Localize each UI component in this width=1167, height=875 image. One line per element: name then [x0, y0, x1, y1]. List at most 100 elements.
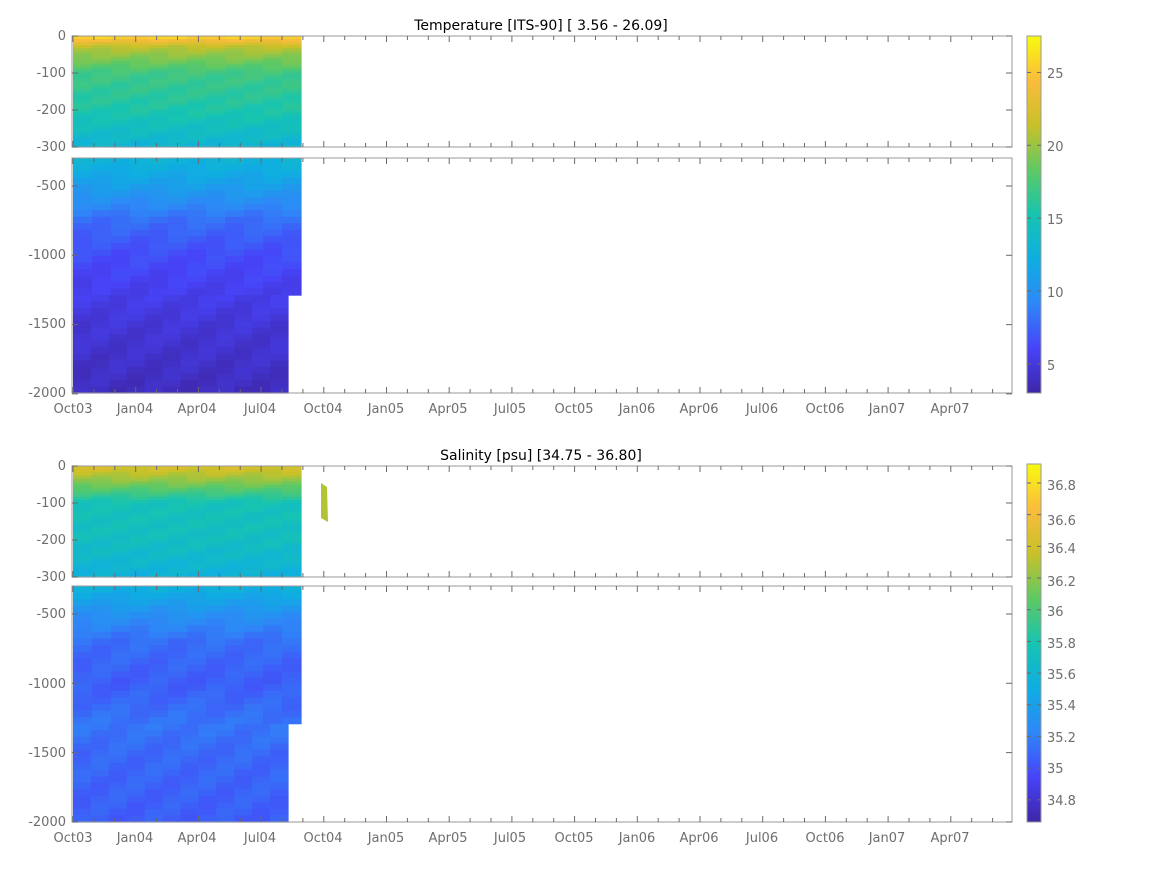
temperature-cell: [282, 197, 302, 205]
temperature-cell: [206, 268, 226, 277]
salinity-cell: [244, 612, 264, 620]
temperature-cell: [92, 42, 112, 46]
salinity-cell: [206, 638, 226, 646]
temperature-cell: [206, 45, 226, 49]
salinity-cell: [206, 499, 226, 504]
salinity-cell: [126, 749, 146, 758]
temperature-cell: [111, 116, 131, 120]
temperature-cell: [234, 386, 253, 394]
temperature-cell: [225, 94, 245, 99]
salinity-cell: [206, 710, 226, 718]
salinity-cell: [111, 690, 131, 699]
temperature-cell: [73, 184, 93, 192]
temperature-cell: [149, 171, 169, 179]
salinity-cell: [149, 518, 169, 523]
temperature-cell: [73, 373, 92, 381]
temperature-cell: [263, 76, 283, 80]
temperature-cell: [225, 106, 245, 111]
salinity-cell: [263, 612, 283, 620]
salinity-cell: [282, 651, 302, 659]
temperature-cell: [108, 379, 128, 388]
temperature-cell: [244, 103, 264, 108]
salinity-cell: [225, 658, 245, 666]
salinity-cell: [282, 530, 302, 535]
temperature-cell: [92, 184, 112, 192]
salinity-cell: [225, 549, 245, 553]
salinity-cell: [168, 490, 188, 495]
salinity-cell: [244, 625, 264, 633]
temperature-cell: [216, 360, 235, 368]
salinity-cell: [168, 704, 188, 712]
salinity-cell: [187, 567, 207, 572]
salinity-cell: [73, 515, 93, 520]
salinity-cell: [187, 475, 207, 479]
salinity-cell: [111, 481, 131, 486]
temperature-cell: [198, 314, 217, 322]
temperature-cell: [168, 42, 188, 46]
salinity-cell: [111, 515, 131, 520]
temperature-cell: [282, 91, 302, 96]
temperature-cell: [206, 119, 226, 123]
temperature-cell: [244, 63, 264, 68]
temperature-cell: [149, 229, 169, 237]
salinity-x-label: Apr07: [930, 831, 969, 846]
salinity-cell: [111, 570, 131, 575]
salinity-cell: [234, 802, 253, 810]
salinity-cell: [206, 466, 226, 470]
salinity-cell: [206, 555, 226, 560]
temperature-cell: [187, 229, 207, 237]
temperature-colorbar-label: 15: [1047, 213, 1064, 228]
salinity-cell: [244, 524, 264, 529]
salinity-cell: [234, 769, 253, 777]
temperature-cell: [244, 94, 264, 99]
salinity-cell: [225, 518, 245, 523]
temperature-cell: [244, 177, 264, 185]
salinity-cell: [282, 599, 302, 607]
temperature-cell: [149, 36, 169, 40]
temperature-cell: [225, 143, 245, 148]
salinity-cell: [263, 599, 283, 607]
temperature-cell: [282, 236, 302, 244]
temperature-cell: [282, 143, 302, 148]
salinity-cell: [149, 549, 169, 553]
temperature-cell: [216, 373, 235, 381]
temperature-cell: [73, 353, 92, 361]
salinity-cell: [149, 631, 169, 640]
salinity-cell: [244, 717, 264, 725]
salinity-cell: [73, 496, 93, 501]
salinity-cell: [187, 506, 207, 510]
temperature-cell: [282, 113, 302, 117]
salinity-cell: [111, 499, 131, 504]
salinity-cell: [180, 789, 200, 797]
temperature-cell: [187, 100, 207, 105]
salinity-cell: [92, 567, 112, 572]
salinity-cell: [180, 815, 200, 823]
temperature-cell: [111, 76, 131, 80]
temperature-cell: [206, 275, 226, 283]
salinity-cell: [130, 466, 150, 470]
salinity-cell: [149, 478, 169, 483]
temperature-cell: [168, 122, 188, 127]
temperature-cell: [225, 177, 245, 185]
salinity-cell: [144, 769, 164, 777]
temperature-cell: [149, 203, 169, 211]
salinity-cell: [225, 503, 245, 507]
salinity-cell: [111, 564, 131, 569]
temperature-cell: [126, 334, 146, 342]
salinity-cell: [92, 484, 112, 489]
temperature-cell: [216, 314, 235, 322]
salinity-cell: [111, 487, 131, 492]
temperature-cell: [168, 282, 188, 290]
salinity-cell: [206, 717, 226, 725]
temperature-cell: [282, 229, 302, 237]
salinity-cell: [168, 518, 188, 523]
temperature-cell: [225, 60, 245, 65]
temperature-cell: [130, 236, 150, 244]
temperature-cell: [216, 301, 235, 309]
salinity-cell: [252, 782, 271, 790]
temperature-cell: [206, 203, 226, 211]
salinity-cell: [206, 664, 226, 672]
salinity-cell: [108, 730, 128, 738]
salinity-cell: [225, 704, 245, 712]
salinity-cell: [282, 493, 302, 498]
